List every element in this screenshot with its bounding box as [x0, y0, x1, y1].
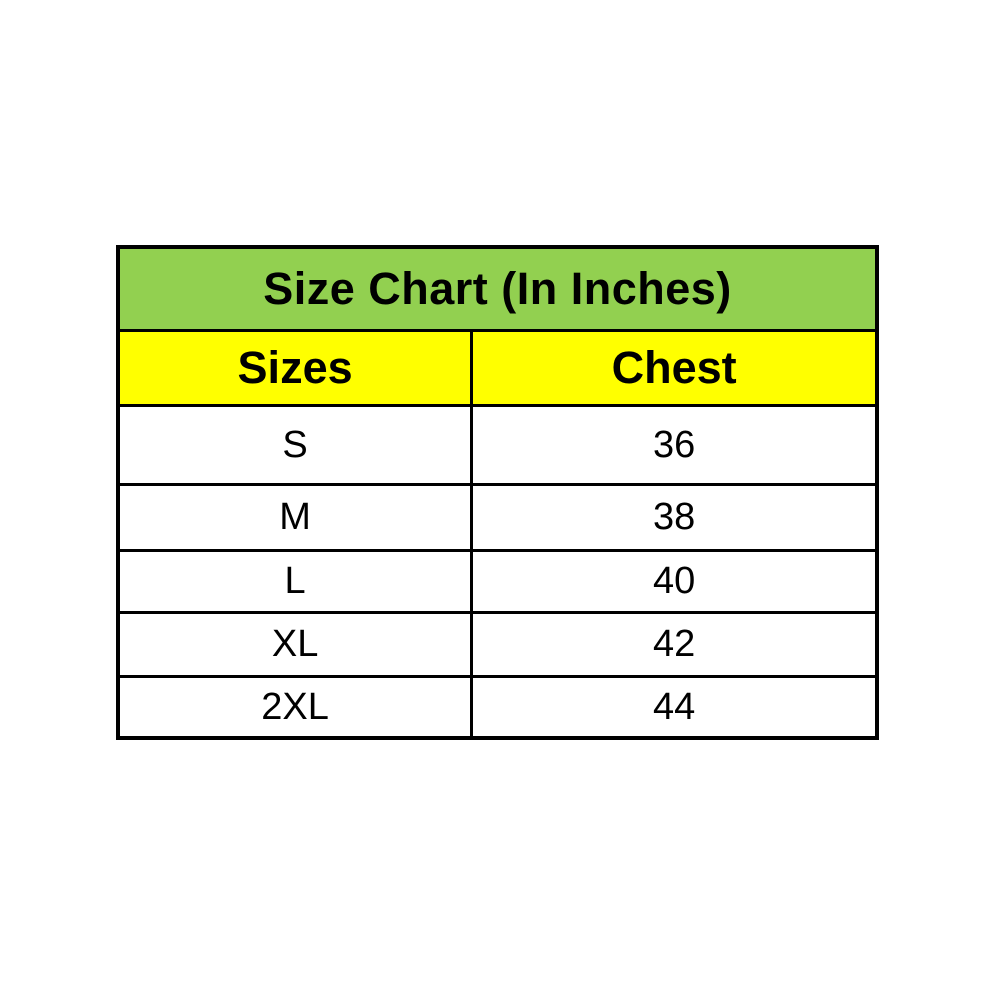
chest-cell: 36 [470, 404, 879, 486]
table-row-xl: XL 42 [116, 611, 879, 678]
column-header-chest: Chest [470, 329, 879, 407]
table-row-m: M 38 [116, 483, 879, 552]
size-cell: L [116, 549, 474, 614]
table-row-l: L 40 [116, 549, 879, 614]
size-cell: S [116, 404, 474, 486]
size-cell: 2XL [116, 675, 474, 740]
column-header-row: Sizes Chest [116, 329, 879, 407]
title-row: Size Chart (In Inches) [116, 245, 879, 332]
table-row-2xl: 2XL 44 [116, 675, 879, 740]
size-cell: XL [116, 611, 474, 678]
chest-cell: 40 [470, 549, 879, 614]
size-chart-table: Size Chart (In Inches) Sizes Chest S 36 … [116, 245, 879, 740]
column-header-sizes: Sizes [116, 329, 474, 407]
table-row-s: S 36 [116, 404, 879, 486]
size-cell: M [116, 483, 474, 552]
table-title: Size Chart (In Inches) [116, 245, 879, 332]
chest-cell: 42 [470, 611, 879, 678]
chest-cell: 38 [470, 483, 879, 552]
chest-cell: 44 [470, 675, 879, 740]
